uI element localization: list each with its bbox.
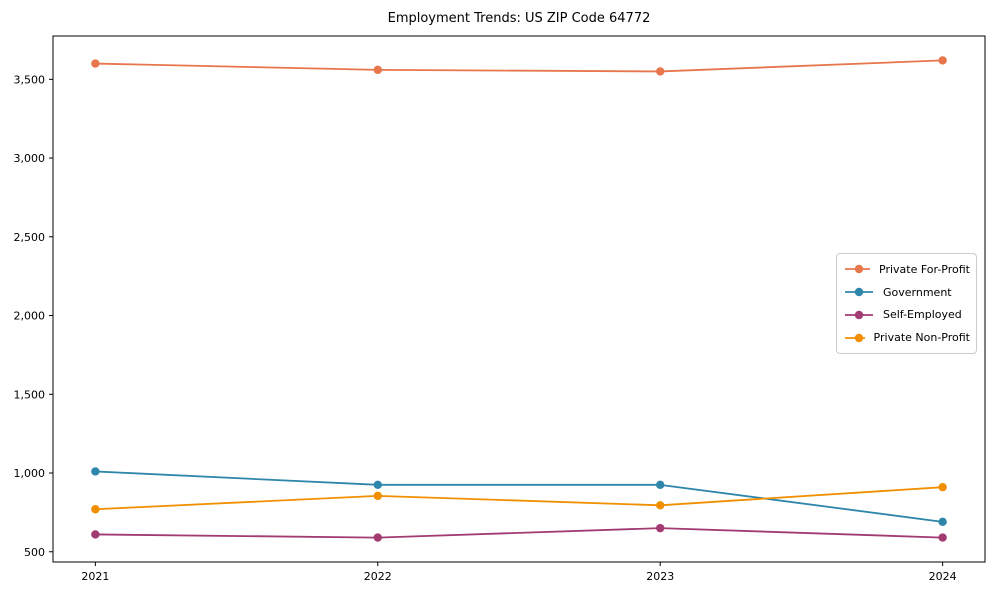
- y-tick-label: 2,500: [14, 231, 46, 244]
- data-point-marker: [373, 491, 382, 501]
- chart-title: Employment Trends: US ZIP Code 64772: [387, 11, 651, 26]
- data-point-marker: [656, 501, 665, 510]
- x-tick-label: 2024: [929, 570, 957, 583]
- legend-marker-icon: [845, 333, 865, 342]
- plot-frame: [52, 35, 986, 563]
- legend-item-label: Self-Employed: [883, 308, 962, 322]
- legend-marker-icon: [845, 265, 870, 274]
- legend-item: Government: [844, 281, 970, 304]
- y-tick-label: 3,000: [14, 152, 46, 165]
- data-point-marker: [373, 533, 382, 542]
- data-point-marker: [938, 482, 947, 492]
- legend-item: Self-Employed: [844, 304, 970, 327]
- series-line: [95, 470, 943, 523]
- y-tick-label: 1,000: [14, 467, 46, 480]
- y-tick-label: 2,000: [14, 310, 46, 323]
- data-point-marker: [938, 533, 947, 542]
- data-point-marker: [91, 467, 100, 476]
- legend-marker-icon: [845, 287, 873, 297]
- data-point-marker: [656, 67, 665, 76]
- data-point-marker: [373, 65, 382, 75]
- data-point-marker: [656, 480, 665, 490]
- series-line: [95, 59, 943, 73]
- y-tick-label: 500: [24, 546, 45, 559]
- x-tick-label: 2021: [81, 570, 109, 583]
- series-line: [95, 486, 943, 511]
- legend-item-label: Government: [883, 285, 952, 299]
- data-point-marker: [938, 56, 947, 65]
- legend: Private For-Profit Government Self-Employe…: [836, 253, 977, 355]
- data-point-marker: [938, 517, 947, 527]
- data-point-marker: [91, 530, 100, 539]
- legend-marker-icon: [845, 310, 873, 320]
- legend-item-label: Private Non-Profit: [873, 331, 970, 345]
- data-point-marker: [373, 480, 382, 490]
- legend-item: Private Non-Profit: [844, 326, 970, 349]
- data-point-marker: [656, 523, 665, 533]
- series-line: [95, 527, 943, 539]
- data-point-marker: [91, 505, 100, 514]
- x-tick-label: 2023: [646, 570, 674, 583]
- y-tick-label: 1,500: [14, 388, 46, 401]
- legend-item: Private For-Profit: [844, 258, 970, 281]
- x-tick-label: 2022: [364, 570, 392, 583]
- legend-item-label: Private For-Profit: [879, 262, 970, 276]
- data-point-marker: [91, 59, 100, 68]
- y-tick-label: 3,500: [14, 73, 46, 86]
